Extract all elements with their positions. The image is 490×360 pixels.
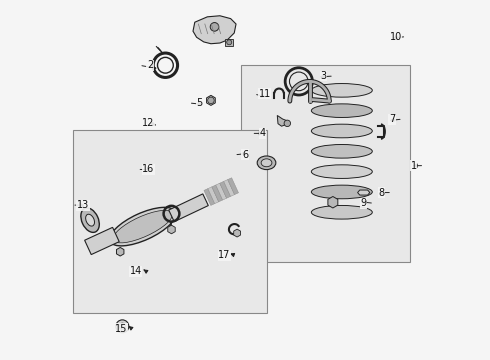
Bar	[73, 130, 267, 313]
Bar	[242, 65, 410, 262]
Polygon shape	[193, 16, 236, 44]
Polygon shape	[228, 178, 239, 195]
Ellipse shape	[257, 156, 276, 170]
Circle shape	[116, 320, 129, 333]
Circle shape	[284, 120, 291, 127]
Ellipse shape	[261, 159, 272, 167]
Text: 16: 16	[142, 164, 154, 174]
Polygon shape	[208, 187, 219, 204]
Polygon shape	[277, 116, 287, 126]
Circle shape	[227, 40, 232, 45]
Ellipse shape	[113, 210, 172, 243]
Text: 7: 7	[389, 114, 395, 124]
Ellipse shape	[311, 84, 372, 97]
Bar	[225, 39, 233, 45]
Text: 17: 17	[218, 250, 230, 260]
Ellipse shape	[311, 185, 372, 199]
Circle shape	[210, 23, 219, 31]
Ellipse shape	[81, 208, 99, 233]
Text: 11: 11	[259, 89, 271, 99]
Text: 3: 3	[320, 71, 326, 81]
Text: 5: 5	[196, 98, 202, 108]
Text: 1: 1	[411, 161, 416, 171]
Text: 4: 4	[259, 129, 265, 138]
Polygon shape	[216, 183, 226, 200]
Ellipse shape	[311, 104, 372, 117]
Ellipse shape	[311, 165, 372, 179]
Text: 9: 9	[360, 198, 367, 208]
Polygon shape	[358, 190, 370, 195]
Text: 6: 6	[242, 150, 248, 160]
Text: 15: 15	[115, 324, 127, 334]
Ellipse shape	[110, 207, 176, 246]
Polygon shape	[212, 185, 222, 202]
Circle shape	[208, 97, 214, 104]
Polygon shape	[224, 180, 235, 197]
Polygon shape	[85, 228, 119, 255]
Text: 14: 14	[129, 266, 142, 276]
Ellipse shape	[311, 206, 372, 219]
Text: 2: 2	[147, 60, 153, 70]
Ellipse shape	[86, 214, 95, 226]
Text: 10: 10	[390, 32, 402, 41]
Text: 12: 12	[142, 118, 154, 128]
Polygon shape	[169, 194, 208, 222]
Text: 13: 13	[77, 200, 89, 210]
Polygon shape	[204, 189, 215, 206]
Ellipse shape	[311, 124, 372, 138]
Polygon shape	[220, 181, 231, 198]
Text: 8: 8	[378, 188, 384, 198]
Circle shape	[119, 323, 125, 329]
Ellipse shape	[311, 144, 372, 158]
